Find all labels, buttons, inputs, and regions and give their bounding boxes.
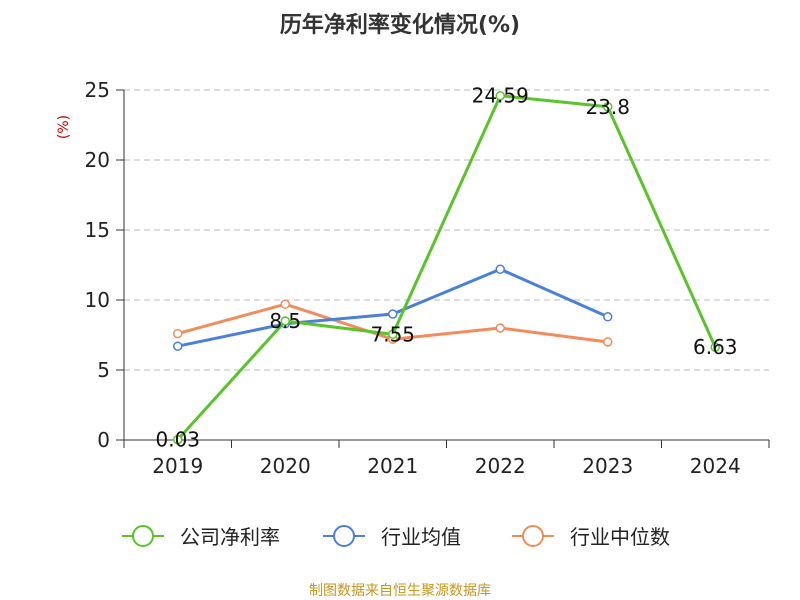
y-tick-label: 0 xyxy=(97,428,110,452)
source-note: 制图数据来自恒生聚源数据库 xyxy=(309,583,491,599)
data-point xyxy=(495,323,505,333)
data-labels: 0.03 8.5 7.55 24.59 23.8 6.63 xyxy=(155,84,737,452)
y-tick-label: 20 xyxy=(85,148,110,172)
data-point xyxy=(280,316,290,326)
x-tick-label: 2020 xyxy=(260,454,311,478)
y-tick-label: 25 xyxy=(85,78,110,102)
axes: 0 5 10 15 20 25 2019 2020 2021 2022 2023 2024 xyxy=(85,78,770,478)
data-point xyxy=(173,328,183,339)
legend-label: 行业中位数 xyxy=(570,525,670,549)
data-point xyxy=(388,309,398,319)
data-label: 7.55 xyxy=(370,322,415,346)
data-label: 24.59 xyxy=(472,84,529,108)
y-tick-label: 15 xyxy=(85,218,110,242)
data-point xyxy=(495,90,505,101)
y-tick-label: 5 xyxy=(97,358,110,382)
data-label: 8.5 xyxy=(269,309,301,333)
gridlines xyxy=(124,89,769,371)
data-point xyxy=(603,312,613,322)
data-point xyxy=(603,102,613,112)
data-point xyxy=(603,337,613,347)
x-tick-label: 2022 xyxy=(475,454,526,478)
data-label: 0.03 xyxy=(155,428,200,452)
data-point xyxy=(710,342,720,352)
chart-title: 历年净利率变化情况(%) xyxy=(280,12,520,38)
data-point xyxy=(495,264,505,274)
legend: 公司净利率 行业均值 行业中位数 xyxy=(122,525,670,549)
x-tick-label: 2023 xyxy=(582,454,633,478)
data-label: 6.63 xyxy=(693,335,738,359)
x-tick-label: 2019 xyxy=(152,454,203,478)
y-tick-label: 10 xyxy=(85,288,110,312)
legend-swatch-marker xyxy=(522,525,544,547)
x-tick-label: 2024 xyxy=(690,454,741,478)
data-point xyxy=(173,341,183,351)
legend-label: 行业均值 xyxy=(381,525,461,549)
x-tick-label: 2021 xyxy=(367,454,418,478)
series-line xyxy=(176,94,717,441)
legend-label: 公司净利率 xyxy=(180,525,280,549)
data-point xyxy=(280,299,290,309)
legend-swatch-marker xyxy=(333,525,355,547)
series-group xyxy=(173,90,720,445)
legend-swatch-marker xyxy=(132,525,154,547)
data-point xyxy=(173,434,183,445)
y-axis-unit: (%) xyxy=(56,115,72,139)
data-label: 23.8 xyxy=(585,95,630,119)
data-point xyxy=(388,329,398,340)
